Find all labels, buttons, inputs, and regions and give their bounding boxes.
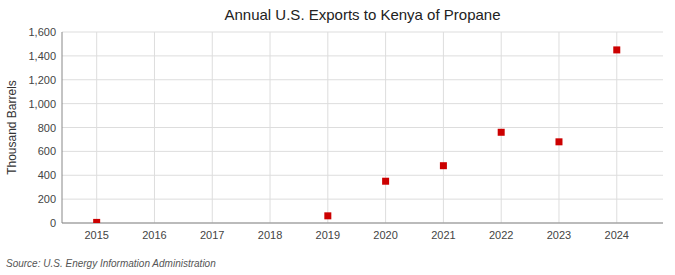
y-grid-line: [62, 79, 663, 80]
points: [93, 46, 620, 223]
y-grid-line: [62, 55, 663, 56]
title: Annual U.S. Exports to Kenya of Propane: [225, 6, 501, 23]
y-tick-label: 1,400: [28, 50, 56, 62]
x-tick-label: 2021: [431, 229, 455, 241]
x-tick-label: 2019: [316, 229, 340, 241]
y-tick-label: 1,600: [28, 26, 56, 38]
x-tick-label: 2015: [84, 229, 108, 241]
y-grid-line: [62, 175, 663, 176]
y-grid-line: [62, 199, 663, 200]
y-grid-line: [62, 151, 663, 152]
y-grid-line: [62, 127, 663, 128]
x-axis-line: [62, 223, 663, 224]
y-tick-label: 400: [38, 169, 56, 181]
y-axis-line: [62, 32, 63, 223]
chart: Annual U.S. Exports to Kenya of Propane T…: [0, 0, 675, 275]
x-tick-label: 2020: [373, 229, 397, 241]
y-grid-line: [62, 103, 663, 104]
background: [0, 0, 675, 275]
x-grid-line: [616, 32, 617, 223]
point: [613, 46, 620, 53]
x-grid-line: [558, 32, 559, 223]
y-tick-label: 1,000: [28, 98, 56, 110]
x-grid-line: [385, 32, 386, 223]
y-tick-label: 200: [38, 193, 56, 205]
x-grid-line: [443, 32, 444, 223]
x-tick-label: 2018: [258, 229, 282, 241]
point: [324, 212, 331, 219]
y-tick-label: 0: [50, 217, 56, 229]
point: [382, 178, 389, 185]
y-grid-line: [62, 223, 663, 224]
x-grid-line: [270, 32, 271, 223]
x-grid-line: [96, 32, 97, 223]
point: [93, 219, 100, 223]
x-tick-label: 2023: [547, 229, 571, 241]
point: [555, 138, 562, 145]
chart-container: Annual U.S. Exports to Kenya of Propane T…: [0, 0, 675, 275]
source-note: Source: U.S. Energy Information Administ…: [6, 258, 216, 269]
y-axis: 0 200 400 600 800 1,000 1,200 1,400 1,600: [28, 26, 663, 229]
y-grid-line: [62, 32, 663, 33]
y-axis-label: Thousand Barrels: [5, 80, 19, 175]
y-tick-label: 600: [38, 145, 56, 157]
x-tick-label: 2016: [142, 229, 166, 241]
x-tick-label: 2017: [200, 229, 224, 241]
x-tick-label: 2022: [489, 229, 513, 241]
y-tick-label: 800: [38, 122, 56, 134]
x-grid-line: [154, 32, 155, 223]
x-grid-line: [501, 32, 502, 223]
y-tick-label: 1,200: [28, 74, 56, 86]
x-tick-label: 2024: [605, 229, 629, 241]
x-grid-line: [212, 32, 213, 223]
point: [498, 129, 505, 136]
x-grid-line: [327, 32, 328, 223]
x-axis: 2015 2016 2017 2018 2019 2020 2021 2022 2023 2024: [84, 32, 629, 241]
point: [440, 162, 447, 169]
